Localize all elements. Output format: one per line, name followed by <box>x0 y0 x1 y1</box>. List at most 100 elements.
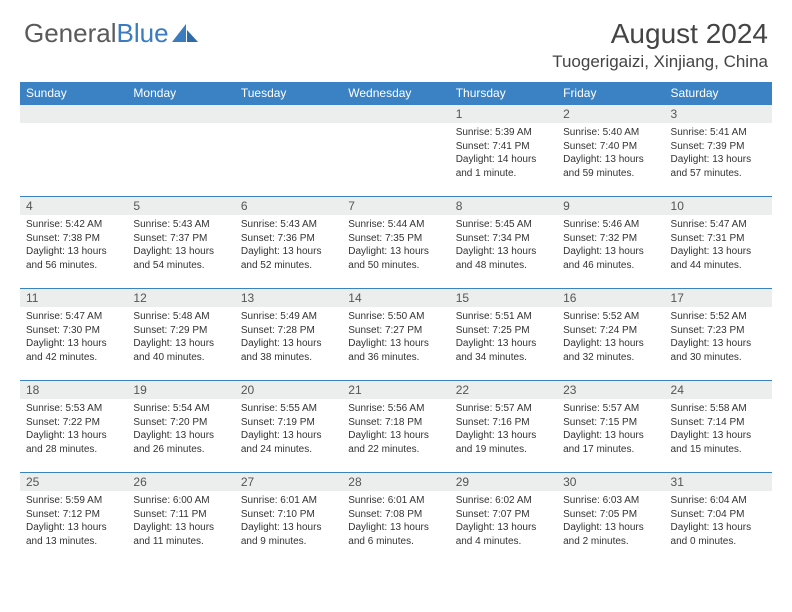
sunset-text: Sunset: 7:32 PM <box>563 232 658 246</box>
sunset-text: Sunset: 7:24 PM <box>563 324 658 338</box>
day-number: 3 <box>665 105 772 123</box>
day-details: Sunrise: 6:01 AMSunset: 7:10 PMDaylight:… <box>235 491 342 551</box>
day-number: 13 <box>235 289 342 307</box>
day-number: 7 <box>342 197 449 215</box>
logo-sail-icon <box>172 18 198 49</box>
sunrise-text: Sunrise: 5:58 AM <box>671 402 766 416</box>
day-cell: 2Sunrise: 5:40 AMSunset: 7:40 PMDaylight… <box>557 105 664 197</box>
daylight-text: Daylight: 13 hours and 32 minutes. <box>563 337 658 364</box>
sunrise-text: Sunrise: 5:47 AM <box>671 218 766 232</box>
day-details: Sunrise: 5:57 AMSunset: 7:16 PMDaylight:… <box>450 399 557 459</box>
day-number: 18 <box>20 381 127 399</box>
day-number: 30 <box>557 473 664 491</box>
sunrise-text: Sunrise: 5:39 AM <box>456 126 551 140</box>
sunrise-text: Sunrise: 5:46 AM <box>563 218 658 232</box>
col-header: Sunday <box>20 82 127 105</box>
week-row: 1Sunrise: 5:39 AMSunset: 7:41 PMDaylight… <box>20 105 772 197</box>
sunset-text: Sunset: 7:12 PM <box>26 508 121 522</box>
week-row: 25Sunrise: 5:59 AMSunset: 7:12 PMDayligh… <box>20 473 772 565</box>
day-cell <box>20 105 127 197</box>
day-cell: 5Sunrise: 5:43 AMSunset: 7:37 PMDaylight… <box>127 197 234 289</box>
day-details: Sunrise: 5:42 AMSunset: 7:38 PMDaylight:… <box>20 215 127 275</box>
day-number: 16 <box>557 289 664 307</box>
day-details: Sunrise: 5:50 AMSunset: 7:27 PMDaylight:… <box>342 307 449 367</box>
col-header: Monday <box>127 82 234 105</box>
daylight-text: Daylight: 13 hours and 2 minutes. <box>563 521 658 548</box>
day-details: Sunrise: 6:03 AMSunset: 7:05 PMDaylight:… <box>557 491 664 551</box>
col-header: Wednesday <box>342 82 449 105</box>
day-cell: 6Sunrise: 5:43 AMSunset: 7:36 PMDaylight… <box>235 197 342 289</box>
day-number: 24 <box>665 381 772 399</box>
day-number: 10 <box>665 197 772 215</box>
day-cell: 26Sunrise: 6:00 AMSunset: 7:11 PMDayligh… <box>127 473 234 565</box>
day-cell: 4Sunrise: 5:42 AMSunset: 7:38 PMDaylight… <box>20 197 127 289</box>
daylight-text: Daylight: 13 hours and 59 minutes. <box>563 153 658 180</box>
logo: GeneralBlue <box>24 18 198 49</box>
week-row: 4Sunrise: 5:42 AMSunset: 7:38 PMDaylight… <box>20 197 772 289</box>
day-details: Sunrise: 6:02 AMSunset: 7:07 PMDaylight:… <box>450 491 557 551</box>
day-cell: 9Sunrise: 5:46 AMSunset: 7:32 PMDaylight… <box>557 197 664 289</box>
day-cell: 22Sunrise: 5:57 AMSunset: 7:16 PMDayligh… <box>450 381 557 473</box>
daylight-text: Daylight: 13 hours and 50 minutes. <box>348 245 443 272</box>
sunrise-text: Sunrise: 5:43 AM <box>133 218 228 232</box>
day-details: Sunrise: 5:39 AMSunset: 7:41 PMDaylight:… <box>450 123 557 183</box>
sunrise-text: Sunrise: 6:04 AM <box>671 494 766 508</box>
day-details: Sunrise: 5:52 AMSunset: 7:24 PMDaylight:… <box>557 307 664 367</box>
day-number: 14 <box>342 289 449 307</box>
day-details: Sunrise: 5:44 AMSunset: 7:35 PMDaylight:… <box>342 215 449 275</box>
day-cell <box>127 105 234 197</box>
day-cell: 15Sunrise: 5:51 AMSunset: 7:25 PMDayligh… <box>450 289 557 381</box>
sunset-text: Sunset: 7:07 PM <box>456 508 551 522</box>
daylight-text: Daylight: 13 hours and 22 minutes. <box>348 429 443 456</box>
day-details: Sunrise: 5:52 AMSunset: 7:23 PMDaylight:… <box>665 307 772 367</box>
day-details: Sunrise: 5:47 AMSunset: 7:31 PMDaylight:… <box>665 215 772 275</box>
day-cell: 27Sunrise: 6:01 AMSunset: 7:10 PMDayligh… <box>235 473 342 565</box>
day-cell <box>235 105 342 197</box>
sunrise-text: Sunrise: 5:51 AM <box>456 310 551 324</box>
sunset-text: Sunset: 7:27 PM <box>348 324 443 338</box>
daylight-text: Daylight: 13 hours and 38 minutes. <box>241 337 336 364</box>
day-details: Sunrise: 5:47 AMSunset: 7:30 PMDaylight:… <box>20 307 127 367</box>
sunrise-text: Sunrise: 5:40 AM <box>563 126 658 140</box>
month-title: August 2024 <box>552 18 768 50</box>
day-cell: 24Sunrise: 5:58 AMSunset: 7:14 PMDayligh… <box>665 381 772 473</box>
day-details: Sunrise: 5:59 AMSunset: 7:12 PMDaylight:… <box>20 491 127 551</box>
sunrise-text: Sunrise: 5:57 AM <box>456 402 551 416</box>
location-text: Tuogerigaizi, Xinjiang, China <box>552 52 768 72</box>
day-details: Sunrise: 5:43 AMSunset: 7:37 PMDaylight:… <box>127 215 234 275</box>
day-cell: 25Sunrise: 5:59 AMSunset: 7:12 PMDayligh… <box>20 473 127 565</box>
daylight-text: Daylight: 13 hours and 9 minutes. <box>241 521 336 548</box>
sunset-text: Sunset: 7:30 PM <box>26 324 121 338</box>
daylight-text: Daylight: 13 hours and 15 minutes. <box>671 429 766 456</box>
day-cell: 14Sunrise: 5:50 AMSunset: 7:27 PMDayligh… <box>342 289 449 381</box>
daylight-text: Daylight: 14 hours and 1 minute. <box>456 153 551 180</box>
day-number: 28 <box>342 473 449 491</box>
calendar-table: Sunday Monday Tuesday Wednesday Thursday… <box>20 82 772 565</box>
sunrise-text: Sunrise: 5:48 AM <box>133 310 228 324</box>
day-cell: 8Sunrise: 5:45 AMSunset: 7:34 PMDaylight… <box>450 197 557 289</box>
sunrise-text: Sunrise: 5:57 AM <box>563 402 658 416</box>
daylight-text: Daylight: 13 hours and 48 minutes. <box>456 245 551 272</box>
daylight-text: Daylight: 13 hours and 17 minutes. <box>563 429 658 456</box>
day-cell: 18Sunrise: 5:53 AMSunset: 7:22 PMDayligh… <box>20 381 127 473</box>
col-header: Friday <box>557 82 664 105</box>
day-details: Sunrise: 5:57 AMSunset: 7:15 PMDaylight:… <box>557 399 664 459</box>
day-number: 2 <box>557 105 664 123</box>
sunset-text: Sunset: 7:08 PM <box>348 508 443 522</box>
day-details: Sunrise: 5:49 AMSunset: 7:28 PMDaylight:… <box>235 307 342 367</box>
sunset-text: Sunset: 7:16 PM <box>456 416 551 430</box>
day-cell: 3Sunrise: 5:41 AMSunset: 7:39 PMDaylight… <box>665 105 772 197</box>
daylight-text: Daylight: 13 hours and 42 minutes. <box>26 337 121 364</box>
sunset-text: Sunset: 7:38 PM <box>26 232 121 246</box>
day-number: 29 <box>450 473 557 491</box>
sunset-text: Sunset: 7:10 PM <box>241 508 336 522</box>
sunrise-text: Sunrise: 6:01 AM <box>348 494 443 508</box>
day-details: Sunrise: 5:53 AMSunset: 7:22 PMDaylight:… <box>20 399 127 459</box>
sunset-text: Sunset: 7:15 PM <box>563 416 658 430</box>
sunrise-text: Sunrise: 5:56 AM <box>348 402 443 416</box>
sunrise-text: Sunrise: 6:01 AM <box>241 494 336 508</box>
daylight-text: Daylight: 13 hours and 11 minutes. <box>133 521 228 548</box>
col-header: Thursday <box>450 82 557 105</box>
day-cell <box>342 105 449 197</box>
day-details: Sunrise: 5:48 AMSunset: 7:29 PMDaylight:… <box>127 307 234 367</box>
